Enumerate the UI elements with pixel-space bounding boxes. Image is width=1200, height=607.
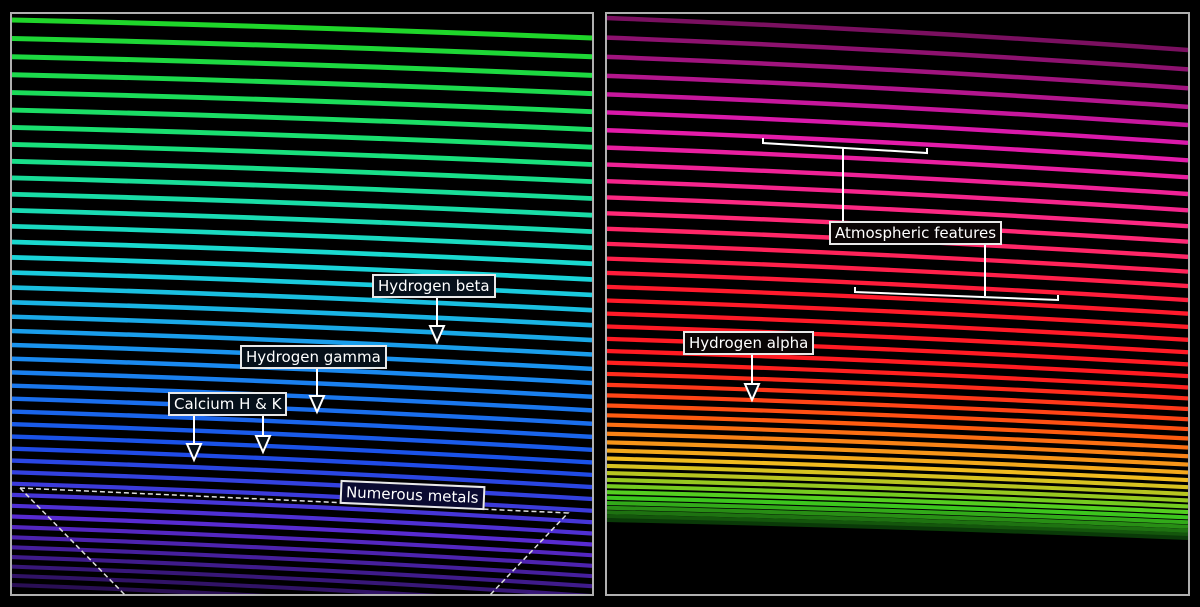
atmospheric-features-label: Atmospheric features — [829, 221, 1003, 245]
spectral-order — [607, 284, 1188, 316]
spectral-order — [12, 175, 592, 201]
spectral-order — [12, 396, 592, 426]
spectral-order — [607, 270, 1188, 303]
right-panel-frame — [605, 12, 1190, 596]
spectral-order — [607, 324, 1188, 355]
spectral-order — [12, 524, 592, 558]
spectral-order — [12, 239, 592, 267]
spectral-order — [607, 241, 1188, 274]
blue-spectrum-orders — [12, 17, 592, 594]
spectral-order — [12, 583, 268, 594]
spectral-order — [607, 500, 1188, 525]
spectral-order — [12, 470, 592, 502]
spectral-order — [607, 477, 1188, 503]
hydrogen-gamma-arrow-icon — [308, 369, 326, 415]
spectral-order — [12, 255, 592, 282]
spectral-order — [12, 299, 592, 328]
spectral-order — [607, 490, 1188, 515]
spectral-order — [12, 270, 592, 298]
spectral-order — [12, 383, 592, 413]
spectral-order — [607, 15, 1188, 53]
hydrogen-beta-arrow-icon — [428, 298, 446, 345]
spectral-order — [607, 403, 1188, 432]
spectral-order — [12, 208, 592, 234]
spectral-order — [12, 458, 592, 490]
spectral-order — [607, 195, 1188, 229]
spectral-order — [12, 481, 592, 513]
spectral-order — [607, 256, 1188, 289]
spectral-order — [12, 446, 592, 478]
hydrogen-beta-label: Hydrogen beta — [372, 274, 496, 298]
spectral-order — [12, 107, 592, 132]
spectral-order — [607, 471, 1188, 497]
hydrogen-alpha-arrow-icon — [743, 355, 761, 403]
spectral-order — [607, 393, 1188, 422]
spectral-order — [607, 495, 1188, 520]
spectral-order — [12, 370, 592, 400]
spectral-order — [607, 371, 1188, 401]
spectral-order — [607, 463, 1188, 490]
spectral-order — [12, 421, 592, 452]
spectral-order — [607, 518, 1188, 540]
spectral-order — [12, 564, 592, 594]
hydrogen-alpha-label: Hydrogen alpha — [683, 331, 815, 355]
spectral-order — [12, 223, 592, 251]
spectral-order — [607, 298, 1188, 330]
spectral-order — [607, 456, 1188, 483]
spectral-order — [607, 162, 1188, 197]
spectral-order — [607, 413, 1188, 441]
spectral-order — [12, 54, 592, 78]
calcium-h-arrow-icon — [185, 415, 203, 463]
spectral-order — [12, 514, 592, 547]
spectral-order — [607, 422, 1188, 450]
spectral-order — [12, 356, 592, 386]
spectral-order — [607, 448, 1188, 475]
spectral-order — [607, 128, 1188, 163]
spectral-order — [607, 431, 1188, 459]
spectral-order — [607, 35, 1188, 72]
spectral-order — [12, 492, 592, 525]
spectral-order — [12, 555, 592, 589]
spectral-order — [12, 17, 592, 41]
calcium-hk-label: Calcium H & K — [168, 392, 288, 416]
atmospheric-bracket-bottom — [854, 245, 1059, 302]
spectral-order — [12, 90, 592, 115]
spectral-order — [12, 434, 592, 465]
spectral-order — [12, 72, 592, 97]
spectral-order — [607, 54, 1188, 91]
spectral-order — [12, 124, 592, 150]
spectral-order — [607, 92, 1188, 128]
spectral-order — [607, 440, 1188, 467]
spectral-order — [607, 73, 1188, 110]
spectral-order — [12, 285, 592, 313]
spectral-order — [12, 503, 592, 536]
spectral-order — [12, 535, 592, 568]
red-spectrum-orders — [607, 15, 1188, 540]
spectral-order — [607, 484, 1188, 509]
atmospheric-bracket-top — [762, 138, 928, 221]
spectral-order — [12, 191, 592, 218]
spectral-order — [12, 573, 438, 594]
calcium-k-arrow-icon — [254, 415, 272, 455]
spectral-order — [607, 514, 1188, 537]
spectral-order — [12, 158, 592, 185]
spectral-order — [12, 409, 592, 440]
spectral-order — [12, 35, 592, 60]
spectral-order — [607, 382, 1188, 412]
spectral-order — [12, 545, 592, 579]
spectral-order — [607, 179, 1188, 213]
spectral-order — [12, 328, 592, 357]
spectral-order — [607, 510, 1188, 533]
spectral-order — [607, 145, 1188, 180]
left-panel-frame — [10, 12, 594, 596]
spectral-order — [607, 360, 1188, 390]
spectral-order — [607, 311, 1188, 342]
spectral-order — [607, 505, 1188, 529]
spectral-order — [607, 110, 1188, 146]
spectral-order — [12, 142, 592, 167]
spectral-order — [12, 314, 592, 343]
hydrogen-gamma-label: Hydrogen gamma — [240, 345, 387, 369]
metals-region-outline — [19, 487, 570, 596]
